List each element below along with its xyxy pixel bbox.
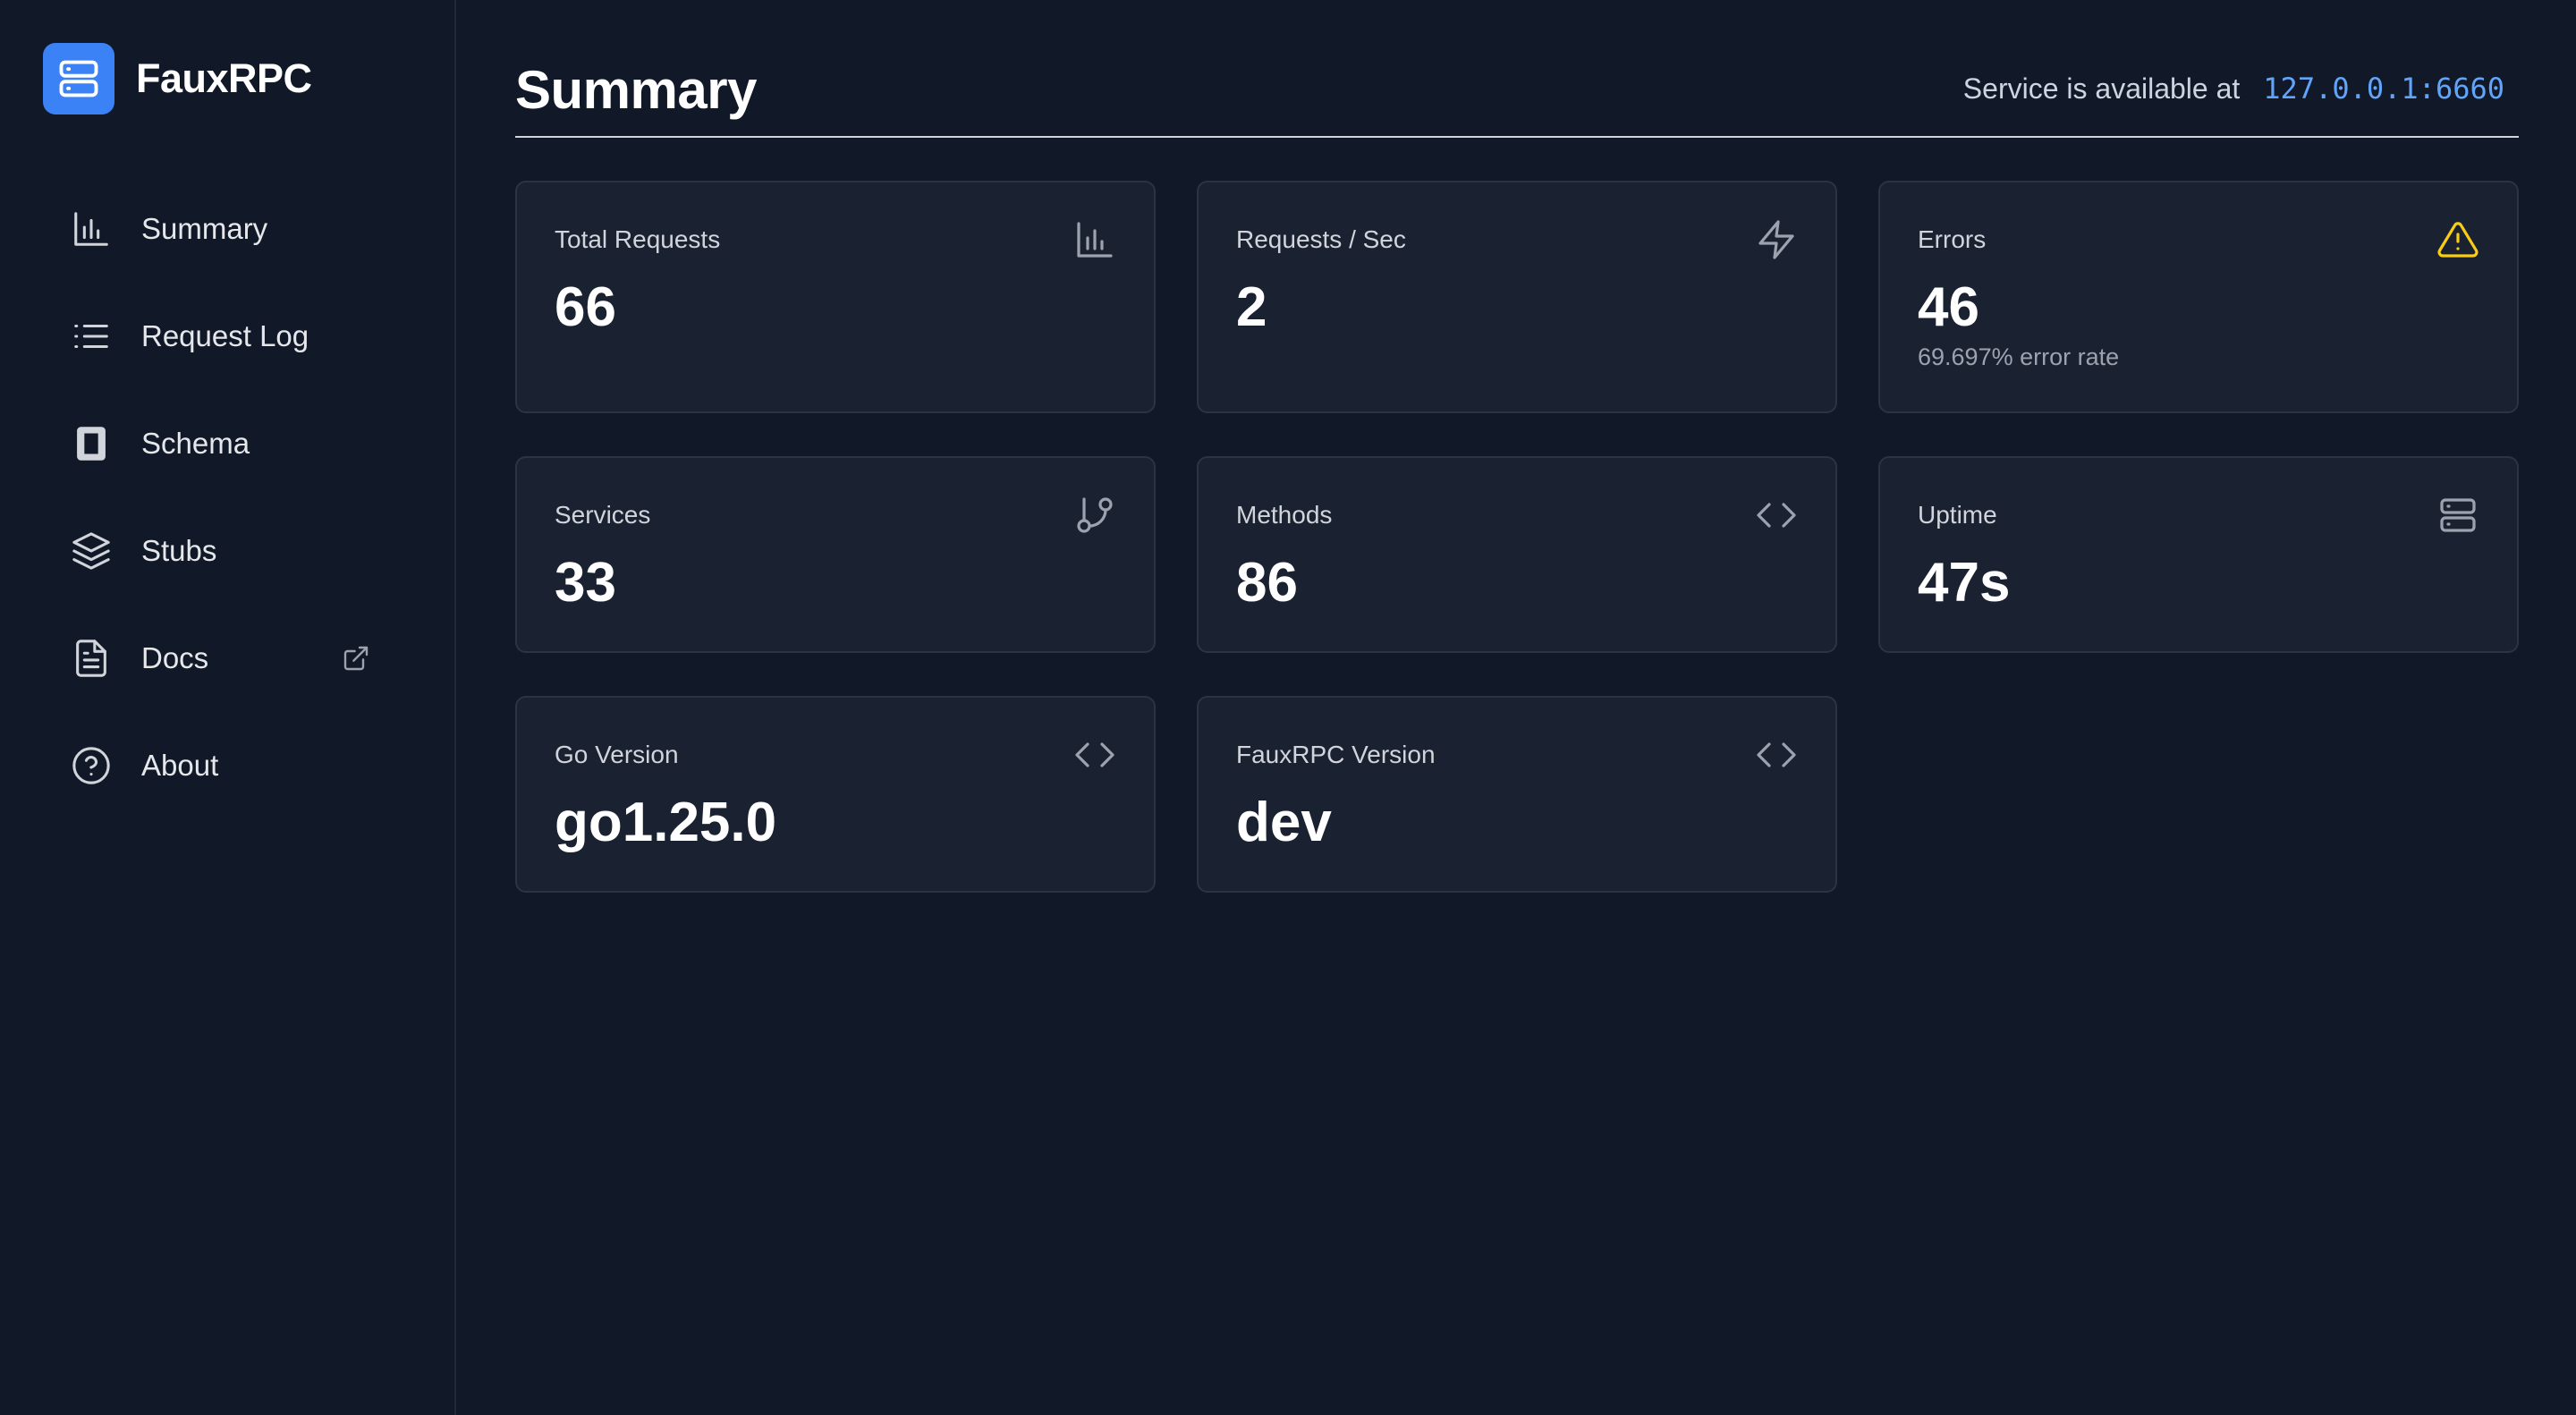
bar-chart-icon <box>70 208 113 250</box>
stat-card-requests-per-sec: Requests / Sec 2 <box>1197 181 1837 413</box>
page-header: Summary Service is available at 127.0.0.… <box>515 54 2519 138</box>
card-value: 86 <box>1236 552 1298 614</box>
external-link-icon[interactable] <box>342 644 370 673</box>
code-icon <box>1755 494 1798 537</box>
card-label: FauxRPC Version <box>1236 741 1436 768</box>
stat-card-fauxrpc-version: FauxRPC Version dev <box>1197 696 1837 893</box>
warning-icon <box>2436 218 2479 261</box>
sidebar-item-label: Schema <box>141 427 250 460</box>
stat-card-methods: Methods 86 <box>1197 456 1837 653</box>
list-icon <box>70 315 113 358</box>
card-value: 2 <box>1236 276 1267 338</box>
sidebar-item-stubs[interactable]: Stubs <box>43 497 413 605</box>
stat-card-uptime: Uptime 47s <box>1878 456 2519 653</box>
document-icon <box>70 637 113 680</box>
card-value: dev <box>1236 792 1332 853</box>
server-icon <box>2436 494 2479 537</box>
service-label: Service is available at <box>1962 72 2241 105</box>
card-value: go1.25.0 <box>555 792 777 853</box>
card-label: Requests / Sec <box>1236 225 1406 253</box>
sidebar-item-schema[interactable]: Schema <box>43 390 413 497</box>
bar-chart-icon <box>1073 218 1116 261</box>
card-label: Methods <box>1236 501 1333 529</box>
sidebar-item-label: Summary <box>141 212 268 245</box>
page-title: Summary <box>515 60 757 120</box>
sidebar-item-docs[interactable]: Docs <box>43 605 413 712</box>
sidebar-item-label: Docs <box>141 641 209 674</box>
card-label: Go Version <box>555 741 679 768</box>
sidebar-nav: Summary Request Log Schema Stubs <box>43 175 413 819</box>
card-value: 46 <box>1918 276 1979 338</box>
lightning-icon <box>1755 218 1798 261</box>
sidebar-item-summary[interactable]: Summary <box>43 175 413 283</box>
card-value: 66 <box>555 276 616 338</box>
sidebar-item-request-log[interactable]: Request Log <box>43 283 413 390</box>
card-label: Errors <box>1918 225 1987 253</box>
sidebar-item-label: About <box>141 749 219 782</box>
card-label: Services <box>555 501 651 529</box>
stat-card-go-version: Go Version go1.25.0 <box>515 696 1156 893</box>
service-availability: Service is available at 127.0.0.1:6660 <box>1963 72 2504 106</box>
stat-card-services: Services 33 <box>515 456 1156 653</box>
branch-icon <box>1073 494 1116 537</box>
stat-card-errors: Errors 46 69.697% error rate <box>1878 181 2519 413</box>
book-icon <box>70 422 113 465</box>
app-name: FauxRPC <box>136 55 312 101</box>
card-value: 47s <box>1918 552 2011 614</box>
sidebar-item-label: Request Log <box>141 319 309 352</box>
stat-card-total-requests: Total Requests 66 <box>515 181 1156 413</box>
card-label: Total Requests <box>555 225 721 253</box>
brand[interactable]: FauxRPC <box>43 43 312 114</box>
layers-icon <box>70 530 113 572</box>
card-value: 33 <box>555 552 616 614</box>
sidebar-item-about[interactable]: About <box>43 712 413 819</box>
code-icon <box>1755 733 1798 776</box>
server-icon <box>43 43 114 114</box>
code-icon <box>1073 733 1116 776</box>
sidebar: FauxRPC Summary Request Log Schema <box>0 0 456 1415</box>
service-address[interactable]: 127.0.0.1:6660 <box>2263 72 2504 106</box>
help-circle-icon <box>70 744 113 787</box>
error-rate: 69.697% error rate <box>1918 343 2120 370</box>
card-label: Uptime <box>1918 501 1997 529</box>
sidebar-item-label: Stubs <box>141 534 217 567</box>
